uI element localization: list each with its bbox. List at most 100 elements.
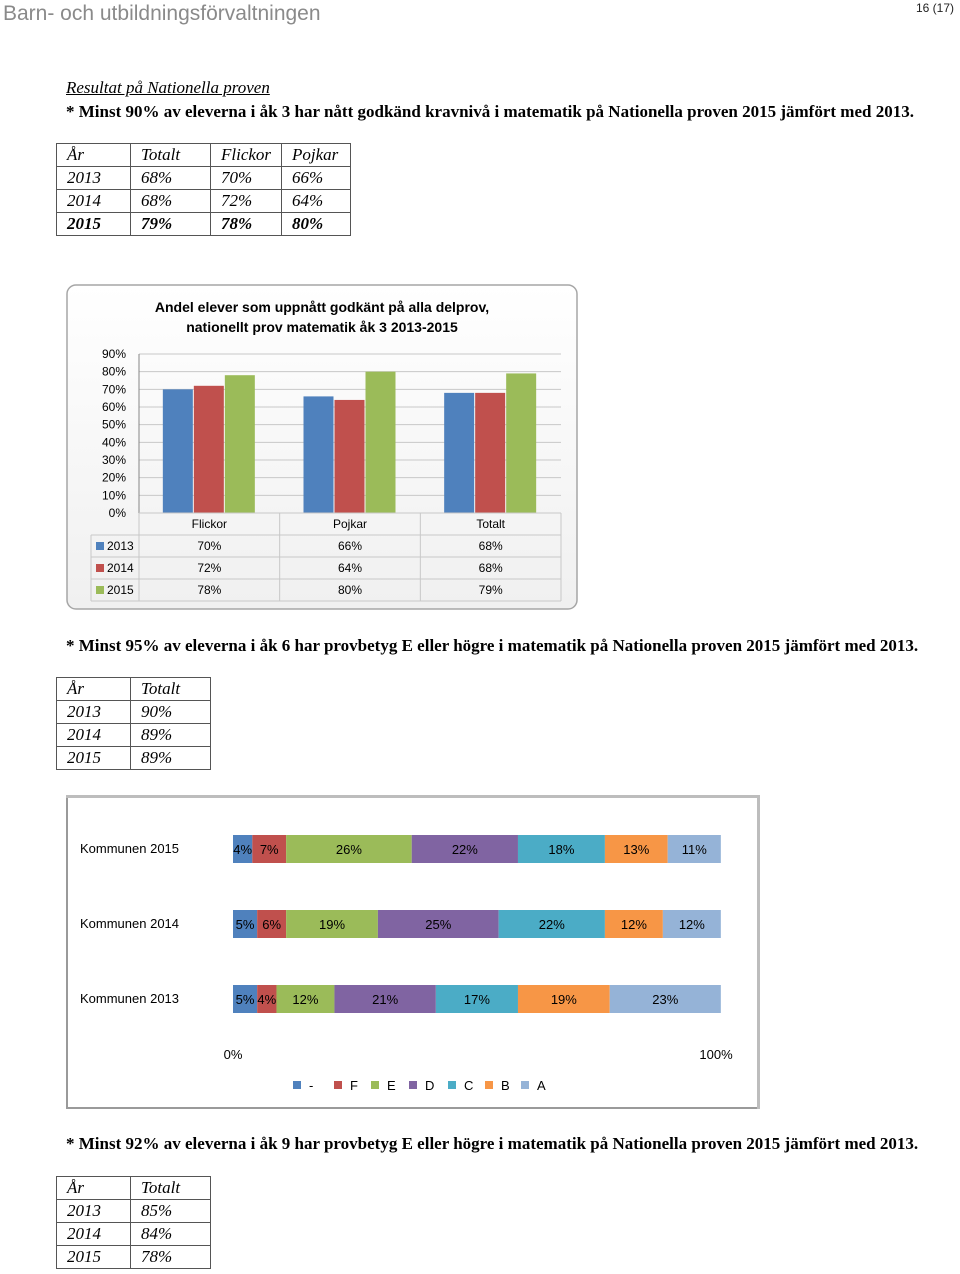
goal-ak3: * Minst 90% av eleverna i åk 3 har nått …	[66, 100, 926, 123]
legend-label: A	[537, 1078, 546, 1093]
legend-swatch	[448, 1081, 456, 1089]
table-header-row: År Totalt	[56, 1176, 211, 1200]
data-label: 12%	[679, 917, 705, 932]
table-header-row: År Totalt	[56, 677, 211, 701]
x-tick-label: 100%	[699, 1047, 733, 1062]
table-header-cell: Totalt	[130, 1176, 211, 1200]
y-tick-label: 60%	[102, 400, 126, 414]
category-labels: Kommunen 2015 Kommunen 2014 Kommunen 2013	[80, 841, 179, 1006]
y-tick-label: 40%	[102, 435, 126, 449]
data-label: 68%	[479, 539, 503, 553]
y-axis-ticks: 0% 10% 20% 30% 40% 50% 60% 70% 80% 90%	[102, 347, 126, 520]
legend-swatch	[409, 1081, 417, 1089]
legend-label: F	[350, 1078, 358, 1093]
category-label: Kommunen 2015	[80, 841, 179, 856]
data-label: 22%	[452, 842, 478, 857]
table-cell: 70%	[210, 166, 282, 190]
table-cell: 85%	[130, 1199, 211, 1223]
data-label: 80%	[338, 583, 362, 597]
data-label: 22%	[539, 917, 565, 932]
goal-ak9: * Minst 92% av eleverna i åk 9 har provb…	[66, 1132, 926, 1155]
legend-swatch	[96, 586, 104, 594]
bar-flickor-2013	[162, 389, 193, 513]
legend-swatch	[371, 1081, 379, 1089]
table-row: 2014 84%	[56, 1222, 211, 1246]
data-label: 11%	[682, 842, 707, 857]
goal-ak9-text: * Minst 92% av eleverna i åk 9 har provb…	[66, 1134, 919, 1153]
bars	[162, 371, 537, 513]
data-label: 68%	[479, 561, 503, 575]
table-cell: 2014	[56, 189, 131, 213]
segment--	[233, 835, 253, 863]
data-label: 19%	[551, 992, 577, 1007]
data-label: 21%	[372, 992, 398, 1007]
bar-flickor-2015	[224, 375, 255, 513]
chart-title: Andel elever som uppnått godkänt på alla…	[155, 299, 489, 335]
table-cell: 2015	[56, 746, 131, 770]
data-label: 66%	[338, 539, 362, 553]
data-label: 72%	[197, 561, 221, 575]
x-tick-label: 0%	[224, 1047, 243, 1062]
legend-swatch	[485, 1081, 493, 1089]
y-tick-label: 30%	[102, 453, 126, 467]
data-label: 78%	[197, 583, 221, 597]
table-header-cell: År	[56, 1176, 131, 1200]
segment-D	[411, 835, 518, 863]
legend-label: 2014	[107, 561, 134, 575]
table-header-cell: Totalt	[130, 143, 211, 167]
table-row: 2015 79% 78% 80%	[56, 212, 351, 236]
data-label: 7%	[260, 842, 279, 857]
data-label: 5%	[236, 992, 255, 1007]
section-heading: Resultat på Nationella proven	[66, 78, 270, 97]
data-table: Flickor Pojkar Totalt 2013 70% 66% 68% 2014 72% 6…	[90, 512, 562, 602]
legend-label: 2015	[107, 583, 134, 597]
table-cell: 64%	[281, 189, 351, 213]
table-header-cell: Pojkar	[281, 143, 351, 167]
table-cell: 68%	[130, 166, 211, 190]
table-cell: 84%	[130, 1222, 211, 1246]
category-label: Totalt	[476, 517, 505, 531]
bar-pojkar-2014	[334, 399, 365, 513]
segment-E	[286, 835, 412, 863]
bar-pojkar-2013	[303, 396, 334, 513]
chart-title-line: Andel elever som uppnått godkänt på alla…	[155, 299, 489, 315]
data-label: 4%	[233, 842, 252, 857]
legend-label: E	[387, 1078, 396, 1093]
table-row: 2013 68% 70% 66%	[56, 166, 351, 190]
y-tick-label: 70%	[102, 382, 126, 396]
table-cell: 78%	[130, 1245, 211, 1269]
segment-B	[604, 910, 663, 938]
data-label: 26%	[336, 842, 362, 857]
data-label: 12%	[292, 992, 318, 1007]
segment--	[233, 910, 258, 938]
category-label: Flickor	[192, 517, 227, 531]
bar-pojkar-2015	[365, 371, 396, 513]
segment-A	[667, 835, 721, 863]
table-header-row: År Totalt Flickor Pojkar	[56, 143, 351, 167]
data-label: 64%	[338, 561, 362, 575]
y-tick-label: 80%	[102, 365, 126, 379]
table-cell: 2014	[56, 1222, 131, 1246]
table-cell: 2015	[56, 212, 131, 236]
bar-chart-ak3: Andel elever som uppnått godkänt på alla…	[66, 284, 578, 610]
table-cell: 89%	[130, 723, 211, 747]
segment-B	[604, 835, 668, 863]
legend-swatch	[293, 1081, 301, 1089]
segment-E	[276, 985, 335, 1013]
data-label: 18%	[548, 842, 574, 857]
legend-swatch	[521, 1081, 529, 1089]
table-header-cell: År	[56, 677, 131, 701]
segment-A	[609, 985, 721, 1013]
goal-ak6-text: * Minst 95% av eleverna i åk 6 har provb…	[66, 636, 919, 655]
table-row: 2013 90%	[56, 700, 211, 724]
segment-F	[257, 985, 277, 1013]
y-tick-label: 0%	[109, 506, 127, 520]
table-cell: 2014	[56, 723, 131, 747]
table-cell: 89%	[130, 746, 211, 770]
legend-label: 2013	[107, 539, 134, 553]
table-header-cell: Totalt	[130, 677, 211, 701]
table-row: 2014 68% 72% 64%	[56, 189, 351, 213]
segment-C	[435, 985, 518, 1013]
